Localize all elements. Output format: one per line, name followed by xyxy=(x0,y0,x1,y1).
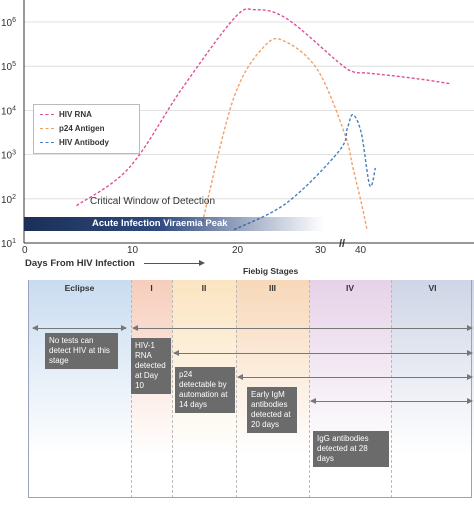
legend-swatch-p24 xyxy=(40,128,54,130)
p24-detected-box: p24 detectable by automation at 14 days xyxy=(175,367,235,413)
series-line-2 xyxy=(233,113,377,231)
stage-label-iv: IV xyxy=(345,283,355,293)
stage-label-eclipse: Eclipse xyxy=(64,283,95,293)
y-tick-label: 101 xyxy=(1,238,16,250)
igg-detected-box: IgG antibodies detected at 28 days xyxy=(313,431,389,467)
legend-item-antibody: HIV Antibody xyxy=(40,138,109,148)
chart-series xyxy=(76,8,452,231)
p24-detection-arrow xyxy=(173,350,473,356)
legend-swatch-antibody xyxy=(40,142,54,144)
y-tick-label: 106 xyxy=(1,17,16,29)
legend-label-hiv-rna: HIV RNA xyxy=(59,110,92,119)
rna-detection-arrow xyxy=(132,325,473,331)
legend-item-p24: p24 Antigen xyxy=(40,124,104,134)
stage-panel-border xyxy=(28,280,472,498)
viral-load-chart: 101 102 103 104 105 106 // xyxy=(1,0,474,250)
no-tests-box: No tests can detect HIV at this stage xyxy=(45,333,118,369)
stage-label-i: I xyxy=(150,283,153,293)
eclipse-arrow xyxy=(32,325,127,331)
stage-label-ii: II xyxy=(201,283,207,293)
igg-detection-arrow xyxy=(310,398,473,404)
stage-vi: VI xyxy=(391,280,474,498)
x-tick-label: 0 xyxy=(22,245,28,256)
stage-divider xyxy=(172,280,173,498)
legend-label-p24: p24 Antigen xyxy=(59,124,105,133)
stage-label-vi: VI xyxy=(428,283,437,293)
stage-divider xyxy=(236,280,237,498)
stage-divider xyxy=(391,280,392,498)
stage-divider xyxy=(309,280,310,498)
rna-detected-box: HIV-1 RNA detected at Day 10 xyxy=(131,338,171,394)
acute-infection-label: Acute Infection Viraemia Peak xyxy=(92,218,228,229)
y-tick-label: 104 xyxy=(1,105,16,117)
y-tick-label: 103 xyxy=(1,150,16,162)
igm-detection-arrow xyxy=(237,374,473,380)
legend-item-hiv-rna: HIV RNA xyxy=(40,110,92,120)
x-axis-label: Days From HIV Infection xyxy=(25,258,135,269)
x-tick-label: 20 xyxy=(232,245,244,256)
legend-label-antibody: HIV Antibody xyxy=(59,138,109,147)
fiebig-stages-title: Fiebig Stages xyxy=(243,266,299,276)
igm-detected-box: Early IgM antibodies detected at 20 days xyxy=(247,387,297,433)
acute-infection-bar xyxy=(24,217,324,231)
x-tick-label: 10 xyxy=(127,245,139,256)
critical-window-label: Critical Window of Detection xyxy=(90,196,216,207)
stage-label-iii: III xyxy=(268,283,277,293)
y-axis-ticks: 101 102 103 104 105 106 xyxy=(1,17,16,250)
legend-swatch-hiv-rna xyxy=(40,114,54,116)
stage-eclipse: Eclipse xyxy=(28,280,131,498)
y-tick-label: 102 xyxy=(1,194,16,206)
series-line-1 xyxy=(201,37,368,230)
chart-legend: HIV RNA p24 Antigen HIV Antibody xyxy=(33,104,140,154)
axis-break-mark: // xyxy=(339,238,345,250)
y-tick-label: 105 xyxy=(1,61,16,73)
x-tick-label: 40 xyxy=(355,245,367,256)
x-axis-arrow xyxy=(144,260,205,266)
x-tick-label: 30 xyxy=(315,245,327,256)
